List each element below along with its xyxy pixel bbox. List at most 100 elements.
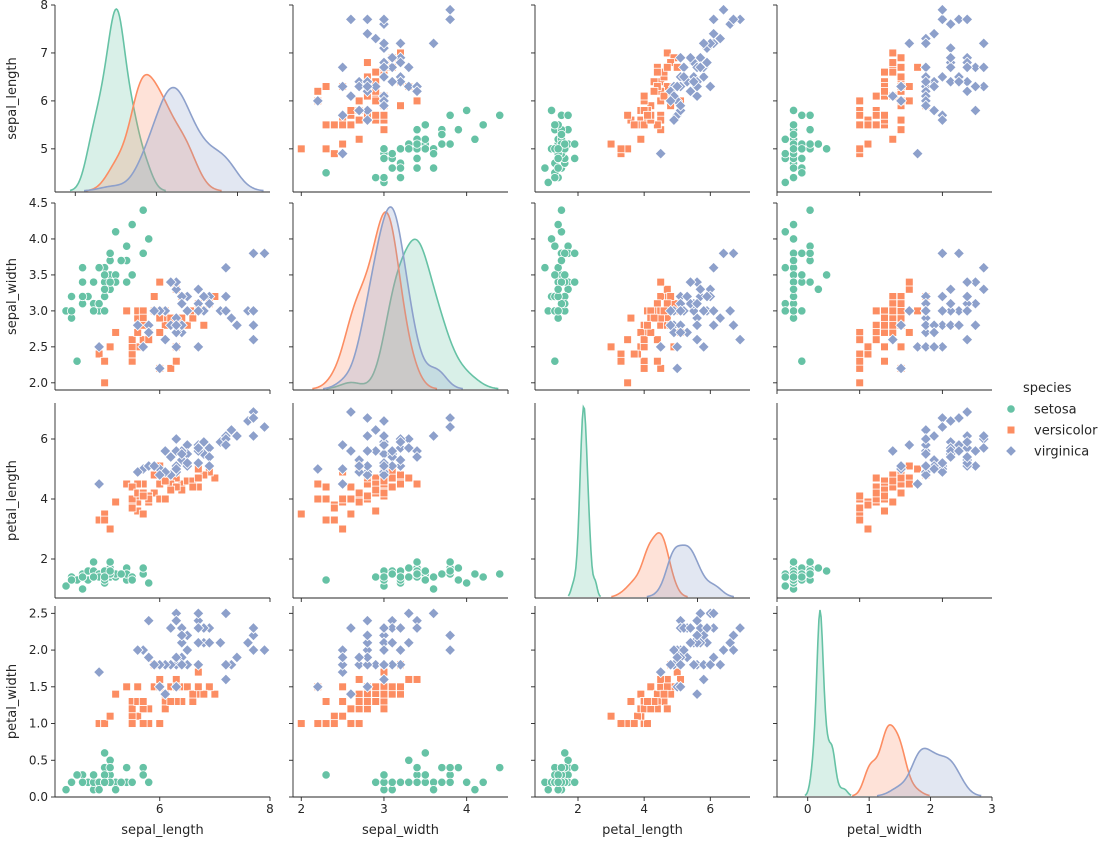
point-setosa-47 (395, 572, 406, 582)
point-setosa-13 (780, 177, 790, 188)
point-virginica-35 (247, 430, 260, 442)
point-versicolor-41 (160, 476, 170, 486)
point-versicolor-4 (183, 682, 192, 692)
point-virginica-32 (952, 75, 965, 88)
point-versicolor-29 (623, 110, 632, 120)
point-virginica-32 (691, 629, 704, 642)
point-virginica-28 (175, 636, 188, 649)
point-virginica-12 (944, 304, 957, 317)
point-virginica-49 (674, 99, 687, 112)
point-virginica-5 (377, 415, 390, 427)
point-versicolor-6 (905, 285, 914, 294)
point-virginica-34 (159, 688, 172, 701)
point-virginica-19 (671, 362, 684, 375)
point-virginica-39 (944, 297, 957, 310)
point-setosa-45 (553, 153, 563, 164)
point-versicolor-25 (188, 689, 198, 699)
point-setosa-48 (116, 777, 126, 787)
point-versicolor-9 (111, 328, 120, 337)
y-tick-label-sepal_width-0: 2.0 (29, 376, 48, 390)
point-virginica-18 (344, 406, 357, 418)
point-versicolor-33 (905, 328, 914, 337)
point-virginica-32 (175, 629, 188, 642)
point-setosa-13 (543, 177, 553, 188)
point-setosa-15 (805, 205, 815, 215)
point-virginica-2 (214, 636, 227, 649)
point-virginica-41 (203, 460, 216, 472)
point-versicolor-43 (100, 515, 109, 525)
point-setosa-8 (371, 777, 381, 787)
legend-marker-setosa (1006, 404, 1016, 414)
point-setosa-14 (144, 234, 154, 244)
point-virginica-33 (895, 319, 908, 332)
point-setosa-14 (788, 105, 799, 116)
point-setosa-49 (788, 144, 799, 154)
point-versicolor-3 (127, 356, 137, 366)
point-virginica-29 (903, 37, 916, 50)
point-setosa-40 (797, 270, 807, 280)
point-virginica-33 (895, 80, 908, 93)
point-virginica-26 (664, 319, 677, 332)
point-setosa-42 (788, 173, 799, 183)
point-setosa-34 (387, 149, 397, 159)
kde-line-virginica-petal_width (876, 747, 982, 797)
point-versicolor-9 (111, 689, 120, 699)
point-versicolor-36 (896, 473, 906, 483)
point-setosa-5 (453, 563, 463, 573)
point-versicolor-23 (160, 704, 170, 714)
x-tick-label-petal_width-0: 0 (804, 802, 812, 816)
point-virginica-33 (674, 680, 687, 693)
point-setosa-40 (420, 575, 430, 585)
point-virginica-29 (697, 37, 710, 50)
point-virginica-48 (411, 622, 424, 635)
point-setosa-46 (105, 248, 115, 258)
point-virginica-35 (377, 13, 390, 26)
point-versicolor-23 (363, 704, 372, 714)
point-virginica-33 (361, 460, 374, 472)
point-setosa-40 (420, 770, 430, 780)
point-setosa-25 (100, 306, 110, 316)
point-versicolor-49 (643, 697, 652, 706)
point-versicolor-39 (639, 342, 649, 352)
point-virginica-13 (137, 340, 150, 353)
point-setosa-37 (428, 572, 439, 582)
panel-petal_length-vs-sepal_width (289, 403, 508, 602)
point-setosa-16 (453, 575, 463, 585)
point-versicolor-40 (871, 120, 881, 130)
point-versicolor-31 (330, 719, 339, 728)
point-versicolor-2 (205, 682, 214, 692)
point-virginica-9 (707, 607, 720, 620)
y-tick-label-petal_length-1: 4 (40, 492, 48, 506)
point-virginica-40 (969, 297, 982, 310)
point-virginica-30 (707, 319, 720, 332)
point-setosa-33 (478, 777, 488, 787)
point-versicolor-10 (855, 378, 864, 388)
point-virginica-47 (377, 70, 390, 83)
point-versicolor-36 (663, 682, 672, 692)
point-virginica-35 (707, 304, 720, 317)
point-versicolor-34 (896, 125, 906, 134)
point-virginica-48 (164, 451, 177, 463)
point-virginica-7 (714, 312, 727, 325)
point-setosa-41 (797, 168, 807, 178)
point-versicolor-18 (656, 364, 665, 373)
x-tick-label-petal_length-0: 2 (574, 802, 582, 816)
point-versicolor-30 (863, 120, 873, 130)
point-virginica-6 (911, 478, 924, 490)
point-setosa-37 (780, 149, 790, 159)
point-versicolor-15 (653, 299, 662, 308)
point-versicolor-0 (396, 689, 405, 699)
point-virginica-9 (219, 261, 232, 274)
point-virginica-29 (697, 673, 710, 686)
point-virginica-28 (944, 319, 957, 332)
point-virginica-38 (919, 469, 932, 481)
point-versicolor-41 (659, 91, 669, 101)
point-virginica-25 (394, 37, 407, 50)
point-virginica-46 (671, 340, 684, 353)
point-virginica-48 (411, 85, 424, 98)
point-versicolor-49 (880, 320, 889, 330)
point-virginica-9 (427, 37, 440, 50)
kde-line-versicolor-sepal_width (312, 211, 438, 390)
point-virginica-29 (377, 673, 390, 686)
point-virginica-18 (344, 13, 357, 26)
